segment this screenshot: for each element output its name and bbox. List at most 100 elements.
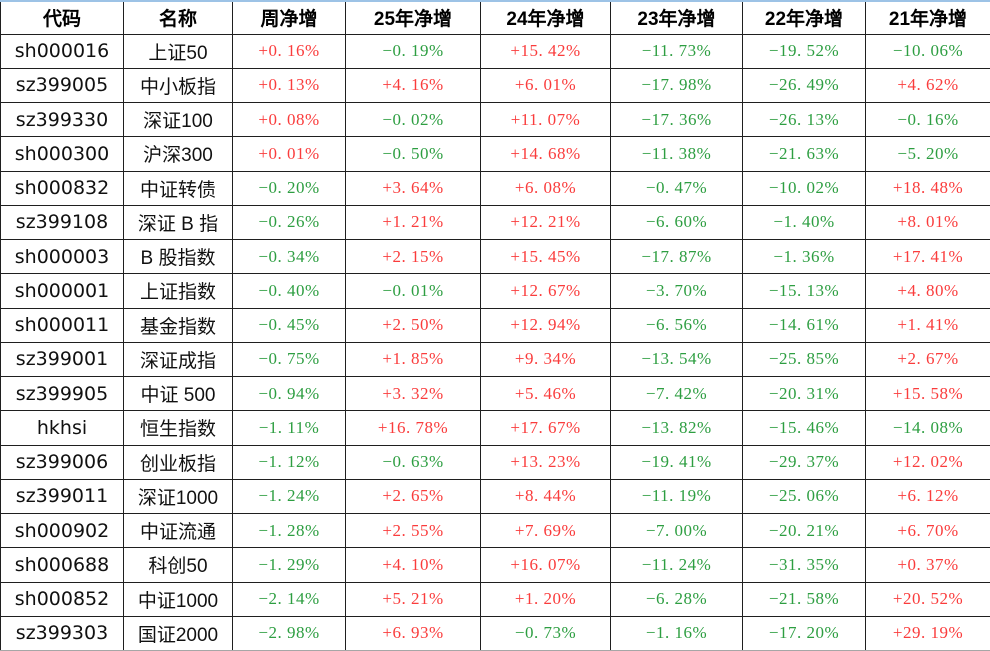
header-row: 代码 名称 周净增 25年净增 24年净增 23年净增 22年净增 21年净增 — [0, 0, 990, 35]
pct-change-week: −1. 12% — [232, 444, 346, 480]
index-code: sz399330 — [0, 101, 124, 138]
table-row: sz399303 国证2000 −2. 98% +6. 93% −0. 73% −1. 1… — [0, 615, 990, 651]
pct-change-y22: −19. 52% — [742, 33, 866, 69]
pct-change-y22: −31. 35% — [742, 547, 866, 583]
pct-change-y23: −6. 56% — [610, 307, 743, 343]
pct-change-y23: −17. 87% — [610, 238, 743, 275]
pct-change-y23: −7. 42% — [610, 375, 743, 412]
pct-change-week: −1. 29% — [232, 547, 346, 583]
pct-change-y22: −25. 85% — [742, 341, 866, 378]
table-row: sh000300 沪深300 +0. 01% −0. 50% +14. 68% −11. … — [0, 136, 990, 172]
pct-change-y22: −1. 36% — [742, 238, 866, 275]
index-name: 上证50 — [123, 33, 233, 69]
pct-change-y21: +4. 62% — [865, 67, 990, 104]
pct-change-y21: +2. 67% — [865, 341, 990, 378]
column-header-y25: 25年净增 — [345, 0, 481, 35]
pct-change-y25: +4. 16% — [345, 67, 481, 104]
column-header-name: 名称 — [123, 0, 233, 35]
pct-change-y25: −0. 50% — [345, 136, 481, 172]
pct-change-y22: −1. 40% — [742, 204, 866, 241]
index-name: 创业板指 — [123, 444, 233, 480]
pct-change-y24: +1. 20% — [480, 581, 611, 617]
index-code: sh000832 — [0, 170, 124, 206]
column-header-y22: 22年净增 — [742, 0, 866, 35]
table-body: sh000016 上证50 +0. 16% −0. 19% +15. 42% −11. 7… — [0, 33, 990, 651]
pct-change-y22: −10. 02% — [742, 170, 866, 206]
pct-change-week: −1. 28% — [232, 512, 346, 549]
pct-change-y23: −13. 54% — [610, 341, 743, 378]
index-code: hkhsi — [0, 410, 124, 446]
pct-change-y24: +12. 21% — [480, 204, 611, 241]
pct-change-y24: +9. 34% — [480, 341, 611, 378]
column-header-y23: 23年净增 — [610, 0, 743, 35]
table-row: sz399005 中小板指 +0. 13% +4. 16% +6. 01% −17. 98… — [0, 67, 990, 104]
pct-change-y24: +6. 01% — [480, 67, 611, 104]
index-name: 深证成指 — [123, 341, 233, 378]
pct-change-y23: −19. 41% — [610, 444, 743, 480]
pct-change-y21: +0. 37% — [865, 547, 990, 583]
index-code: sh000001 — [0, 273, 124, 309]
pct-change-y24: +15. 42% — [480, 33, 611, 69]
table-row: sz399330 深证100 +0. 08% −0. 02% +11. 07% −17. … — [0, 101, 990, 138]
index-code: sz399001 — [0, 341, 124, 378]
index-code: sh000011 — [0, 307, 124, 343]
table-row: sz399006 创业板指 −1. 12% −0. 63% +13. 23% −19. 4… — [0, 444, 990, 480]
table-row: sz399905 中证 500 −0. 94% +3. 32% +5. 46% −7. 4… — [0, 375, 990, 412]
pct-change-week: −1. 11% — [232, 410, 346, 446]
pct-change-y21: +8. 01% — [865, 204, 990, 241]
pct-change-y21: +4. 80% — [865, 273, 990, 309]
pct-change-week: −0. 20% — [232, 170, 346, 206]
pct-change-y21: −14. 08% — [865, 410, 990, 446]
index-name: 基金指数 — [123, 307, 233, 343]
pct-change-week: −0. 45% — [232, 307, 346, 343]
pct-change-y22: −17. 20% — [742, 615, 866, 651]
index-name: 沪深300 — [123, 136, 233, 172]
pct-change-y22: −29. 37% — [742, 444, 866, 480]
pct-change-y23: −6. 60% — [610, 204, 743, 241]
pct-change-y25: +3. 32% — [345, 375, 481, 412]
pct-change-y25: −0. 01% — [345, 273, 481, 309]
pct-change-week: +0. 13% — [232, 67, 346, 104]
index-code: sz399905 — [0, 375, 124, 412]
pct-change-y25: +1. 21% — [345, 204, 481, 241]
index-name: 上证指数 — [123, 273, 233, 309]
pct-change-y25: +4. 10% — [345, 547, 481, 583]
pct-change-y25: −0. 63% — [345, 444, 481, 480]
table-row: sh000688 科创50 −1. 29% +4. 10% +16. 07% −11. 2… — [0, 547, 990, 583]
column-header-code: 代码 — [0, 0, 124, 35]
pct-change-y22: −26. 49% — [742, 67, 866, 104]
pct-change-y24: +17. 67% — [480, 410, 611, 446]
index-name: 中证流通 — [123, 512, 233, 549]
pct-change-y23: −11. 19% — [610, 478, 743, 515]
column-header-y21: 21年净增 — [865, 0, 990, 35]
pct-change-y24: +12. 94% — [480, 307, 611, 343]
index-code: sh000688 — [0, 547, 124, 583]
index-name: 深证 B 指 — [123, 204, 233, 241]
index-code: sh000902 — [0, 512, 124, 549]
pct-change-y23: −6. 28% — [610, 581, 743, 617]
pct-change-y23: −7. 00% — [610, 512, 743, 549]
pct-change-y22: −25. 06% — [742, 478, 866, 515]
pct-change-week: −2. 98% — [232, 615, 346, 651]
index-code: sz399005 — [0, 67, 124, 104]
table-row: sh000003 B 股指数 −0. 34% +2. 15% +15. 45% −17. … — [0, 238, 990, 275]
pct-change-week: +0. 16% — [232, 33, 346, 69]
pct-change-y25: +2. 50% — [345, 307, 481, 343]
index-name: 科创50 — [123, 547, 233, 583]
pct-change-week: −1. 24% — [232, 478, 346, 515]
pct-change-y21: −10. 06% — [865, 33, 990, 69]
pct-change-y21: +6. 70% — [865, 512, 990, 549]
pct-change-y22: −21. 63% — [742, 136, 866, 172]
pct-change-y24: +11. 07% — [480, 101, 611, 138]
pct-change-week: −0. 75% — [232, 341, 346, 378]
index-name: B 股指数 — [123, 238, 233, 275]
pct-change-week: −0. 26% — [232, 204, 346, 241]
index-code: sh000003 — [0, 238, 124, 275]
pct-change-y25: +6. 93% — [345, 615, 481, 651]
table-row: sh000011 基金指数 −0. 45% +2. 50% +12. 94% −6. 56… — [0, 307, 990, 343]
pct-change-y22: −15. 13% — [742, 273, 866, 309]
index-name: 恒生指数 — [123, 410, 233, 446]
pct-change-y24: +6. 08% — [480, 170, 611, 206]
index-code: sz399303 — [0, 615, 124, 651]
pct-change-y24: +13. 23% — [480, 444, 611, 480]
